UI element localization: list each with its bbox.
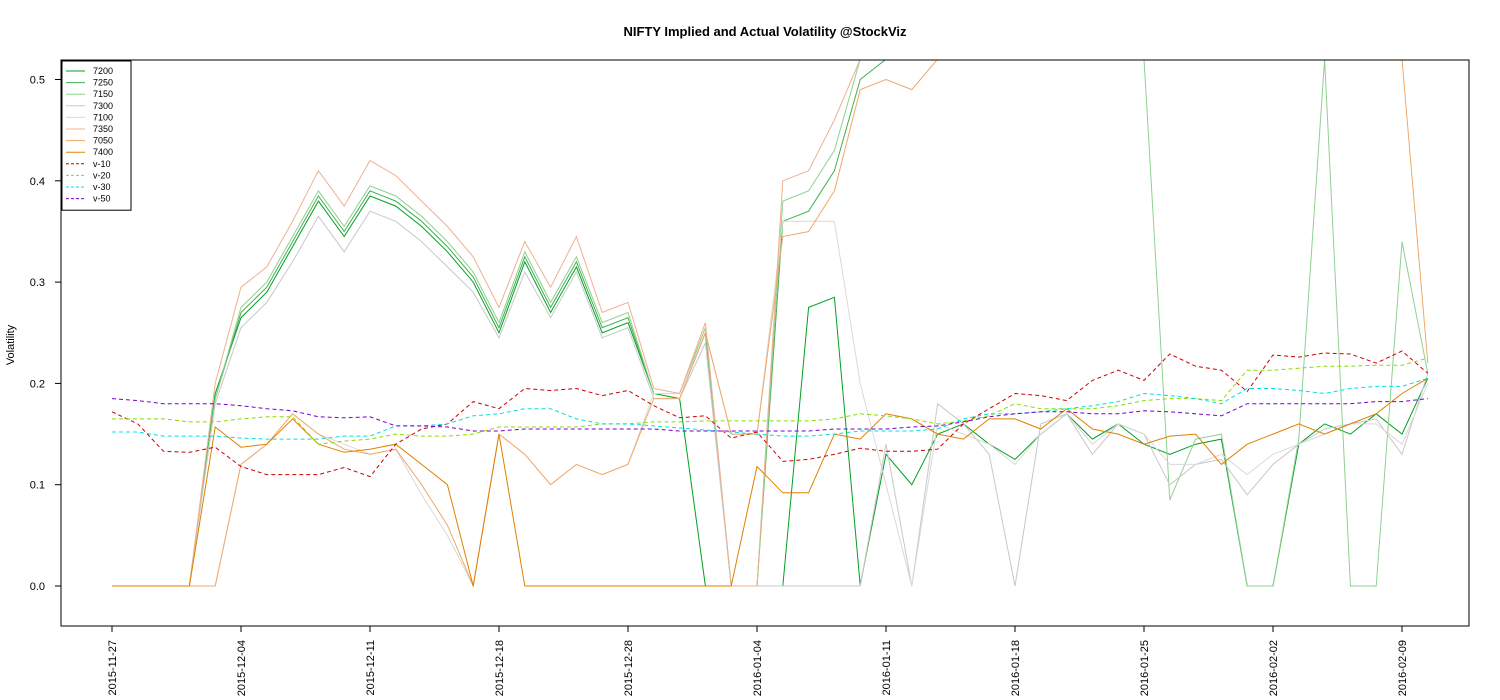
x-tick-label: 2016-01-18 (1010, 640, 1022, 696)
chart-title: NIFTY Implied and Actual Volatility @Sto… (623, 24, 907, 39)
x-tick-label: 2015-12-28 (623, 640, 635, 696)
x-tick-label: 2016-01-11 (881, 640, 893, 695)
legend-label: 7200 (93, 66, 113, 76)
series-line-7400 (112, 377, 1429, 587)
axis-ticks: 0.0 0.1 0.2 0.3 0.4 0.5 2015-11-27 2015-12-04 20… (30, 75, 1409, 697)
series-line-7250 (112, 60, 886, 587)
y-tick-label: 0.3 (30, 277, 45, 289)
legend-box (61, 60, 132, 211)
x-tick-label: 2016-02-02 (1268, 640, 1280, 696)
y-tick-label: 0.0 (30, 581, 45, 593)
series-line-v-10 (111, 350, 1429, 478)
y-axis-label: Volatility (5, 324, 17, 365)
legend-label: 7300 (93, 101, 113, 111)
legend-label: 7350 (93, 124, 113, 134)
series-line-7350 (112, 60, 861, 587)
y-tick-label: 0.4 (30, 176, 45, 188)
series-line-v-50 (111, 398, 1428, 432)
series-line-7050 (112, 60, 1429, 588)
series-line-7150 (112, 60, 1429, 587)
legend-label: 7100 (93, 112, 113, 122)
x-tick-label: 2016-02-09 (1397, 640, 1409, 696)
y-tick-label: 0.2 (30, 378, 45, 390)
x-tick-label: 2016-01-25 (1139, 640, 1151, 696)
legend-label: 7050 (93, 136, 113, 146)
legend-label: v-20 (93, 170, 111, 180)
series-line-7300 (112, 210, 1429, 587)
series-line-7100 (112, 220, 1429, 588)
y-tick-label: 0.1 (30, 480, 45, 492)
legend-label: 7400 (93, 147, 113, 157)
series-line-v-20 (112, 357, 1428, 445)
x-tick-label: 2015-12-04 (236, 640, 248, 696)
legend-label: 7150 (93, 89, 113, 99)
x-tick-label: 2015-12-18 (494, 640, 506, 696)
x-tick-label: 2015-12-11 (365, 640, 377, 695)
plot-frame (60, 59, 1470, 627)
x-tick-label: 2015-11-27 (107, 640, 119, 695)
legend-label: 7250 (93, 78, 113, 88)
legend-label: v-50 (93, 194, 111, 204)
legend-label: v-10 (93, 159, 111, 169)
x-tick-label: 2016-01-04 (752, 640, 764, 696)
y-tick-label: 0.5 (30, 75, 45, 87)
legend-label: v-30 (93, 182, 111, 192)
series-line-v-30 (112, 377, 1428, 440)
series-lines (111, 60, 1429, 588)
